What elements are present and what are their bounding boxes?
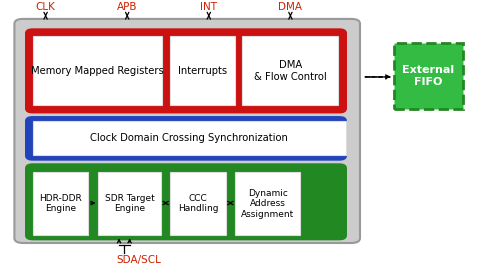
Text: Memory Mapped Registers: Memory Mapped Registers [31,66,164,76]
Text: Interrupts: Interrupts [178,66,228,76]
Text: CCC
Handling: CCC Handling [178,194,218,213]
FancyBboxPatch shape [26,165,346,239]
Bar [33,36,162,105]
Text: APB: APB [117,2,137,12]
Bar [170,172,226,235]
FancyBboxPatch shape [14,19,360,243]
FancyBboxPatch shape [26,30,346,112]
Text: INT: INT [200,2,217,12]
Text: HDR-DDR
Engine: HDR-DDR Engine [39,194,82,213]
Text: Dynamic
Address
Assignment: Dynamic Address Assignment [241,189,294,219]
Bar [33,172,88,235]
Bar [242,36,338,105]
Bar [394,43,463,109]
Text: CLK: CLK [36,2,56,12]
Bar [235,172,300,235]
FancyBboxPatch shape [26,117,346,159]
Text: Clock Domain Crossing Synchronization: Clock Domain Crossing Synchronization [90,133,288,143]
Text: SDA/SCL: SDA/SCL [117,255,162,265]
Text: SDR Target
Engine: SDR Target Engine [105,194,155,213]
Bar [33,121,346,155]
Bar [170,36,235,105]
Text: DMA
& Flow Control: DMA & Flow Control [254,60,327,82]
Text: DMA: DMA [278,2,302,12]
Text: External
FIFO: External FIFO [402,65,455,87]
Bar [98,172,161,235]
